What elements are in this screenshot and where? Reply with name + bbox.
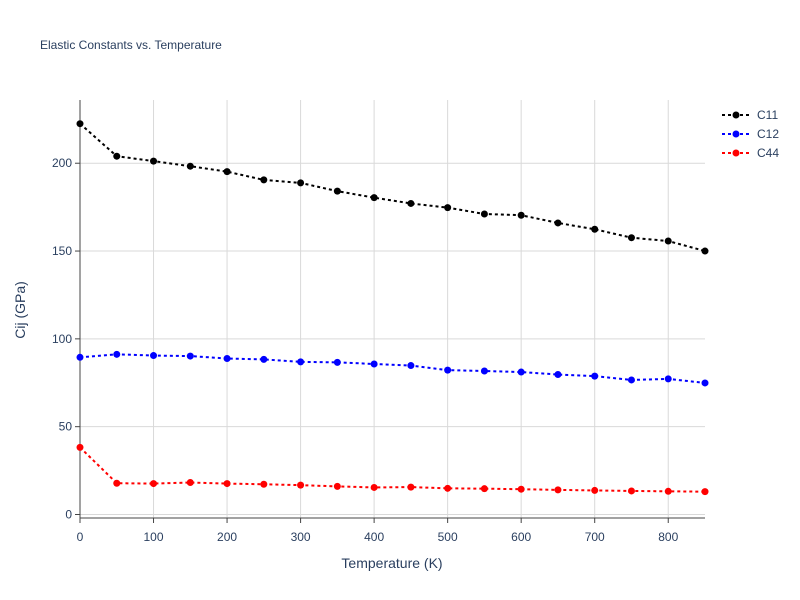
y-tick-label: 0 bbox=[65, 507, 72, 521]
legend[interactable]: C11 C12 C44 bbox=[722, 108, 779, 160]
legend-label-c11: C11 bbox=[757, 108, 778, 122]
legend-label-c12: C12 bbox=[757, 127, 779, 141]
data-point-c44 bbox=[333, 482, 341, 490]
data-point-c12 bbox=[444, 366, 452, 374]
x-tick-label: 500 bbox=[438, 530, 458, 544]
data-point-c12 bbox=[591, 372, 599, 380]
data-point-c12 bbox=[186, 352, 194, 360]
data-point-c11 bbox=[554, 219, 562, 227]
data-point-c44 bbox=[554, 486, 562, 494]
series-layer bbox=[76, 120, 709, 496]
legend-item-c11[interactable]: C11 bbox=[722, 108, 778, 122]
data-point-c11 bbox=[480, 210, 488, 218]
x-tick-label: 100 bbox=[144, 530, 164, 544]
data-point-c44 bbox=[370, 483, 378, 491]
data-point-c11 bbox=[444, 204, 452, 212]
data-point-c11 bbox=[370, 194, 378, 202]
data-point-c44 bbox=[480, 485, 488, 493]
data-point-c11 bbox=[333, 187, 341, 195]
legend-marker-c11 bbox=[732, 111, 740, 119]
data-point-c12 bbox=[113, 350, 121, 358]
x-tick-label: 800 bbox=[658, 530, 678, 544]
y-tick-label: 150 bbox=[52, 244, 72, 258]
x-tick-label: 0 bbox=[77, 530, 84, 544]
data-point-c44 bbox=[517, 485, 525, 493]
data-point-c44 bbox=[260, 480, 268, 488]
data-point-c44 bbox=[297, 481, 305, 489]
data-point-c12 bbox=[370, 360, 378, 368]
series-c12 bbox=[76, 350, 709, 387]
data-point-c44 bbox=[664, 487, 672, 495]
series-line-c12 bbox=[79, 353, 706, 384]
data-point-c11 bbox=[76, 120, 84, 128]
data-point-c44 bbox=[701, 488, 709, 496]
y-tick-label: 50 bbox=[59, 420, 73, 434]
data-point-c12 bbox=[664, 375, 672, 383]
legend-marker-c12 bbox=[732, 130, 740, 138]
data-point-c11 bbox=[223, 168, 231, 176]
legend-item-c44[interactable]: C44 bbox=[722, 146, 779, 160]
data-point-c12 bbox=[554, 371, 562, 379]
y-tick-label: 200 bbox=[52, 156, 72, 170]
data-point-c12 bbox=[480, 367, 488, 375]
y-axis-title: Cij (GPa) bbox=[12, 281, 28, 339]
data-point-c11 bbox=[407, 199, 415, 207]
legend-label-c44: C44 bbox=[757, 146, 779, 160]
data-point-c12 bbox=[297, 358, 305, 366]
y-tick-label: 100 bbox=[52, 332, 72, 346]
legend-item-c12[interactable]: C12 bbox=[722, 127, 779, 141]
gridlines bbox=[80, 100, 705, 518]
x-axis-title: Temperature (K) bbox=[341, 555, 442, 571]
data-point-c11 bbox=[186, 162, 194, 170]
series-c11 bbox=[76, 120, 709, 255]
legend-marker-c44 bbox=[732, 149, 740, 157]
data-point-c12 bbox=[407, 362, 415, 370]
data-point-c12 bbox=[76, 353, 84, 361]
data-point-c12 bbox=[150, 352, 158, 360]
data-point-c12 bbox=[333, 358, 341, 366]
data-point-c12 bbox=[260, 355, 268, 363]
x-tick-label: 300 bbox=[291, 530, 311, 544]
y-tick-labels: 0 50 100 150 200 bbox=[52, 156, 72, 521]
data-point-c44 bbox=[186, 479, 194, 487]
data-point-c44 bbox=[444, 484, 452, 492]
chart-title: Elastic Constants vs. Temperature bbox=[40, 38, 222, 52]
x-tick-label: 600 bbox=[511, 530, 531, 544]
data-point-c11 bbox=[627, 234, 635, 242]
data-point-c44 bbox=[627, 487, 635, 495]
data-point-c12 bbox=[627, 376, 635, 384]
data-point-c12 bbox=[701, 379, 709, 387]
data-point-c11 bbox=[150, 157, 158, 165]
data-point-c44 bbox=[76, 443, 84, 451]
data-point-c44 bbox=[150, 480, 158, 488]
data-point-c11 bbox=[113, 152, 121, 160]
x-tick-label: 700 bbox=[585, 530, 605, 544]
x-tick-label: 400 bbox=[364, 530, 384, 544]
data-point-c11 bbox=[260, 176, 268, 184]
data-point-c11 bbox=[664, 237, 672, 245]
data-point-c11 bbox=[297, 179, 305, 187]
series-c44 bbox=[76, 443, 709, 496]
data-point-c44 bbox=[223, 480, 231, 488]
data-point-c11 bbox=[517, 211, 525, 219]
data-point-c44 bbox=[591, 486, 599, 494]
data-point-c12 bbox=[223, 355, 231, 363]
x-tick-label: 200 bbox=[217, 530, 237, 544]
data-point-c44 bbox=[407, 483, 415, 491]
data-point-c44 bbox=[113, 479, 121, 487]
data-point-c12 bbox=[517, 368, 525, 376]
data-point-c11 bbox=[591, 225, 599, 233]
x-tick-labels: 0 100 200 300 400 500 600 700 800 bbox=[77, 530, 679, 544]
data-point-c11 bbox=[701, 247, 709, 255]
series-line-c11 bbox=[79, 122, 706, 253]
series-line-c44 bbox=[79, 446, 706, 493]
